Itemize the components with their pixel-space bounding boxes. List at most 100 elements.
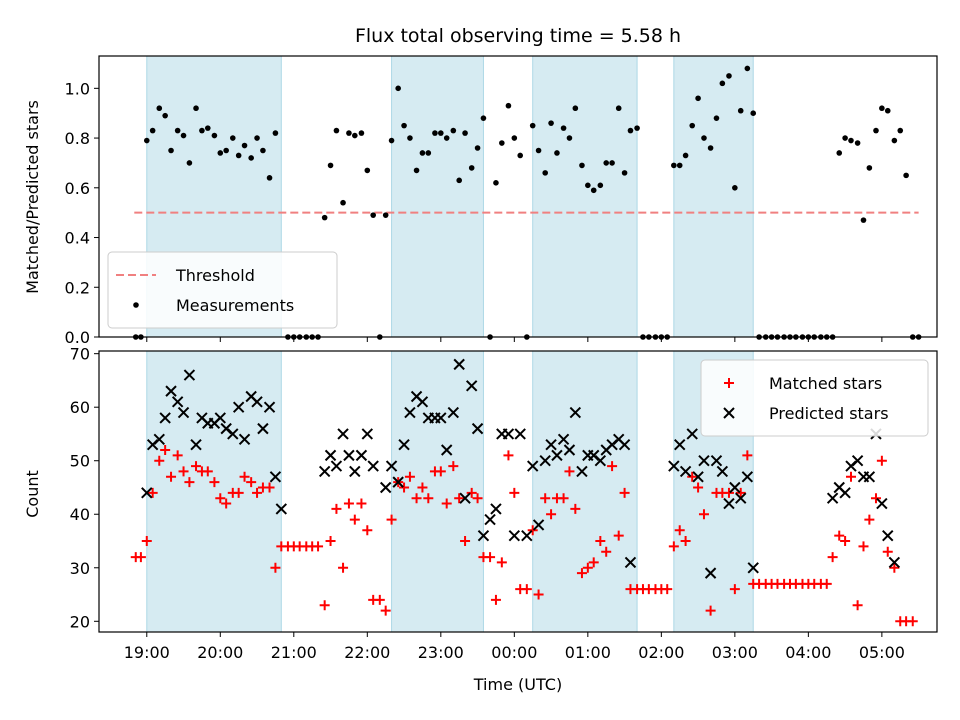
legend: Threshold Measurements <box>107 251 338 329</box>
matched-star-point <box>460 536 471 547</box>
measurement-point <box>223 147 229 154</box>
predicted-star-point <box>447 406 460 419</box>
matched-star-point <box>662 584 673 595</box>
predicted-star-point <box>569 406 582 419</box>
top-y-axis-label: Matched/Predicted stars <box>23 100 42 294</box>
matched-star-point <box>246 477 257 488</box>
predicted-star-point <box>839 487 851 499</box>
measurement-point <box>732 184 738 191</box>
predicted-star-point <box>355 449 368 462</box>
matched-star-point <box>876 455 887 466</box>
measurement-point <box>572 105 579 112</box>
matched-star-point <box>533 589 544 600</box>
predicted-star-point <box>227 428 239 440</box>
measurement-point <box>235 152 242 159</box>
measurement-point <box>499 140 505 146</box>
measurement-point <box>217 150 224 156</box>
matched-star-point <box>698 509 709 520</box>
matched-star-point <box>233 487 244 498</box>
predicted-star-point <box>349 465 361 478</box>
measurement-point <box>585 182 591 189</box>
predicted-star-point <box>404 406 416 419</box>
matched-star-point <box>343 498 354 509</box>
x-tick-label-04-00: 04:00 <box>785 643 831 662</box>
measurement-point <box>462 130 468 136</box>
measurement-point <box>603 160 610 166</box>
legend-label-measurements: Measurements <box>176 296 294 315</box>
matched-star-point <box>485 552 496 563</box>
measurement-point <box>903 172 909 179</box>
matched-star-point <box>472 493 483 504</box>
matched-star-point <box>141 536 152 547</box>
measurement-point <box>199 127 205 134</box>
predicted-star-point <box>263 401 276 413</box>
y-tick-label: 0.0 <box>65 328 90 347</box>
measurement-point <box>689 122 696 129</box>
matched-star-point <box>845 471 856 482</box>
predicted-star-point <box>232 401 245 413</box>
matched-star-point <box>184 477 195 488</box>
measurement-point <box>174 127 181 134</box>
measurement-point <box>695 95 701 102</box>
predicted-star-point <box>618 438 631 451</box>
matched-star-point <box>509 487 520 498</box>
matched-star-point <box>270 562 281 573</box>
matched-star-point <box>595 536 606 547</box>
measurement-point <box>456 177 462 184</box>
predicted-star-point <box>514 428 526 440</box>
measurement-point <box>615 105 622 112</box>
measurement-point <box>634 125 640 131</box>
predicted-star-point <box>679 465 692 478</box>
predicted-star-point <box>171 396 184 408</box>
measurement-point <box>204 125 211 131</box>
predicted-star-point <box>392 476 404 488</box>
predicted-star-point <box>876 497 888 510</box>
y-tick-label: 50 <box>70 452 90 471</box>
measurement-point <box>719 80 726 87</box>
predicted-star-point <box>183 369 196 381</box>
predicted-star-point <box>398 438 410 451</box>
y-tick-label: 30 <box>70 559 90 578</box>
measurement-point <box>180 132 187 139</box>
observing-window-band <box>532 55 638 338</box>
matched-star-point <box>239 471 250 482</box>
measurement-point <box>671 162 677 169</box>
predicted-star-point <box>698 455 710 467</box>
measurement-point <box>272 130 279 136</box>
measurement-point <box>848 137 854 144</box>
predicted-star-point <box>159 412 171 424</box>
matched-star-point <box>889 562 900 573</box>
predicted-star-point <box>385 460 398 472</box>
matched-star-point <box>386 514 397 525</box>
legend-measurement-swatch <box>133 302 139 308</box>
measurement-point <box>346 130 352 136</box>
measurement-point <box>395 85 401 92</box>
measurement-point <box>505 102 512 109</box>
matched-star-point <box>576 568 587 579</box>
measurement-point <box>737 107 744 114</box>
count-panel: 20 30 40 50 60 70 19:00 20:00 21:00 22:00 23:00 00:… <box>70 345 938 662</box>
matched-star-point <box>527 525 538 536</box>
predicted-star-point <box>484 513 496 526</box>
measurement-point <box>407 135 413 141</box>
predicted-star-point <box>177 406 190 419</box>
measurement-point <box>676 162 683 169</box>
matched-star-point <box>404 471 415 482</box>
measurement-point <box>529 122 536 129</box>
measurement-point <box>627 127 634 134</box>
predicted-star-point <box>888 556 901 569</box>
matched-star-point <box>160 445 171 456</box>
matched-star-point <box>466 487 477 498</box>
measurement-point <box>450 127 457 134</box>
measurement-point <box>193 105 199 112</box>
measurement-point <box>542 170 548 176</box>
predicted-star-point <box>594 455 607 467</box>
predicted-star-point <box>416 396 429 408</box>
predicted-star-point <box>471 422 484 435</box>
matched-star-point <box>821 578 832 589</box>
observing-window-band <box>391 55 484 338</box>
matched-star-point <box>362 525 373 536</box>
measurement-point <box>333 127 340 134</box>
matched-star-point <box>742 450 753 461</box>
matched-star-point <box>870 493 881 504</box>
